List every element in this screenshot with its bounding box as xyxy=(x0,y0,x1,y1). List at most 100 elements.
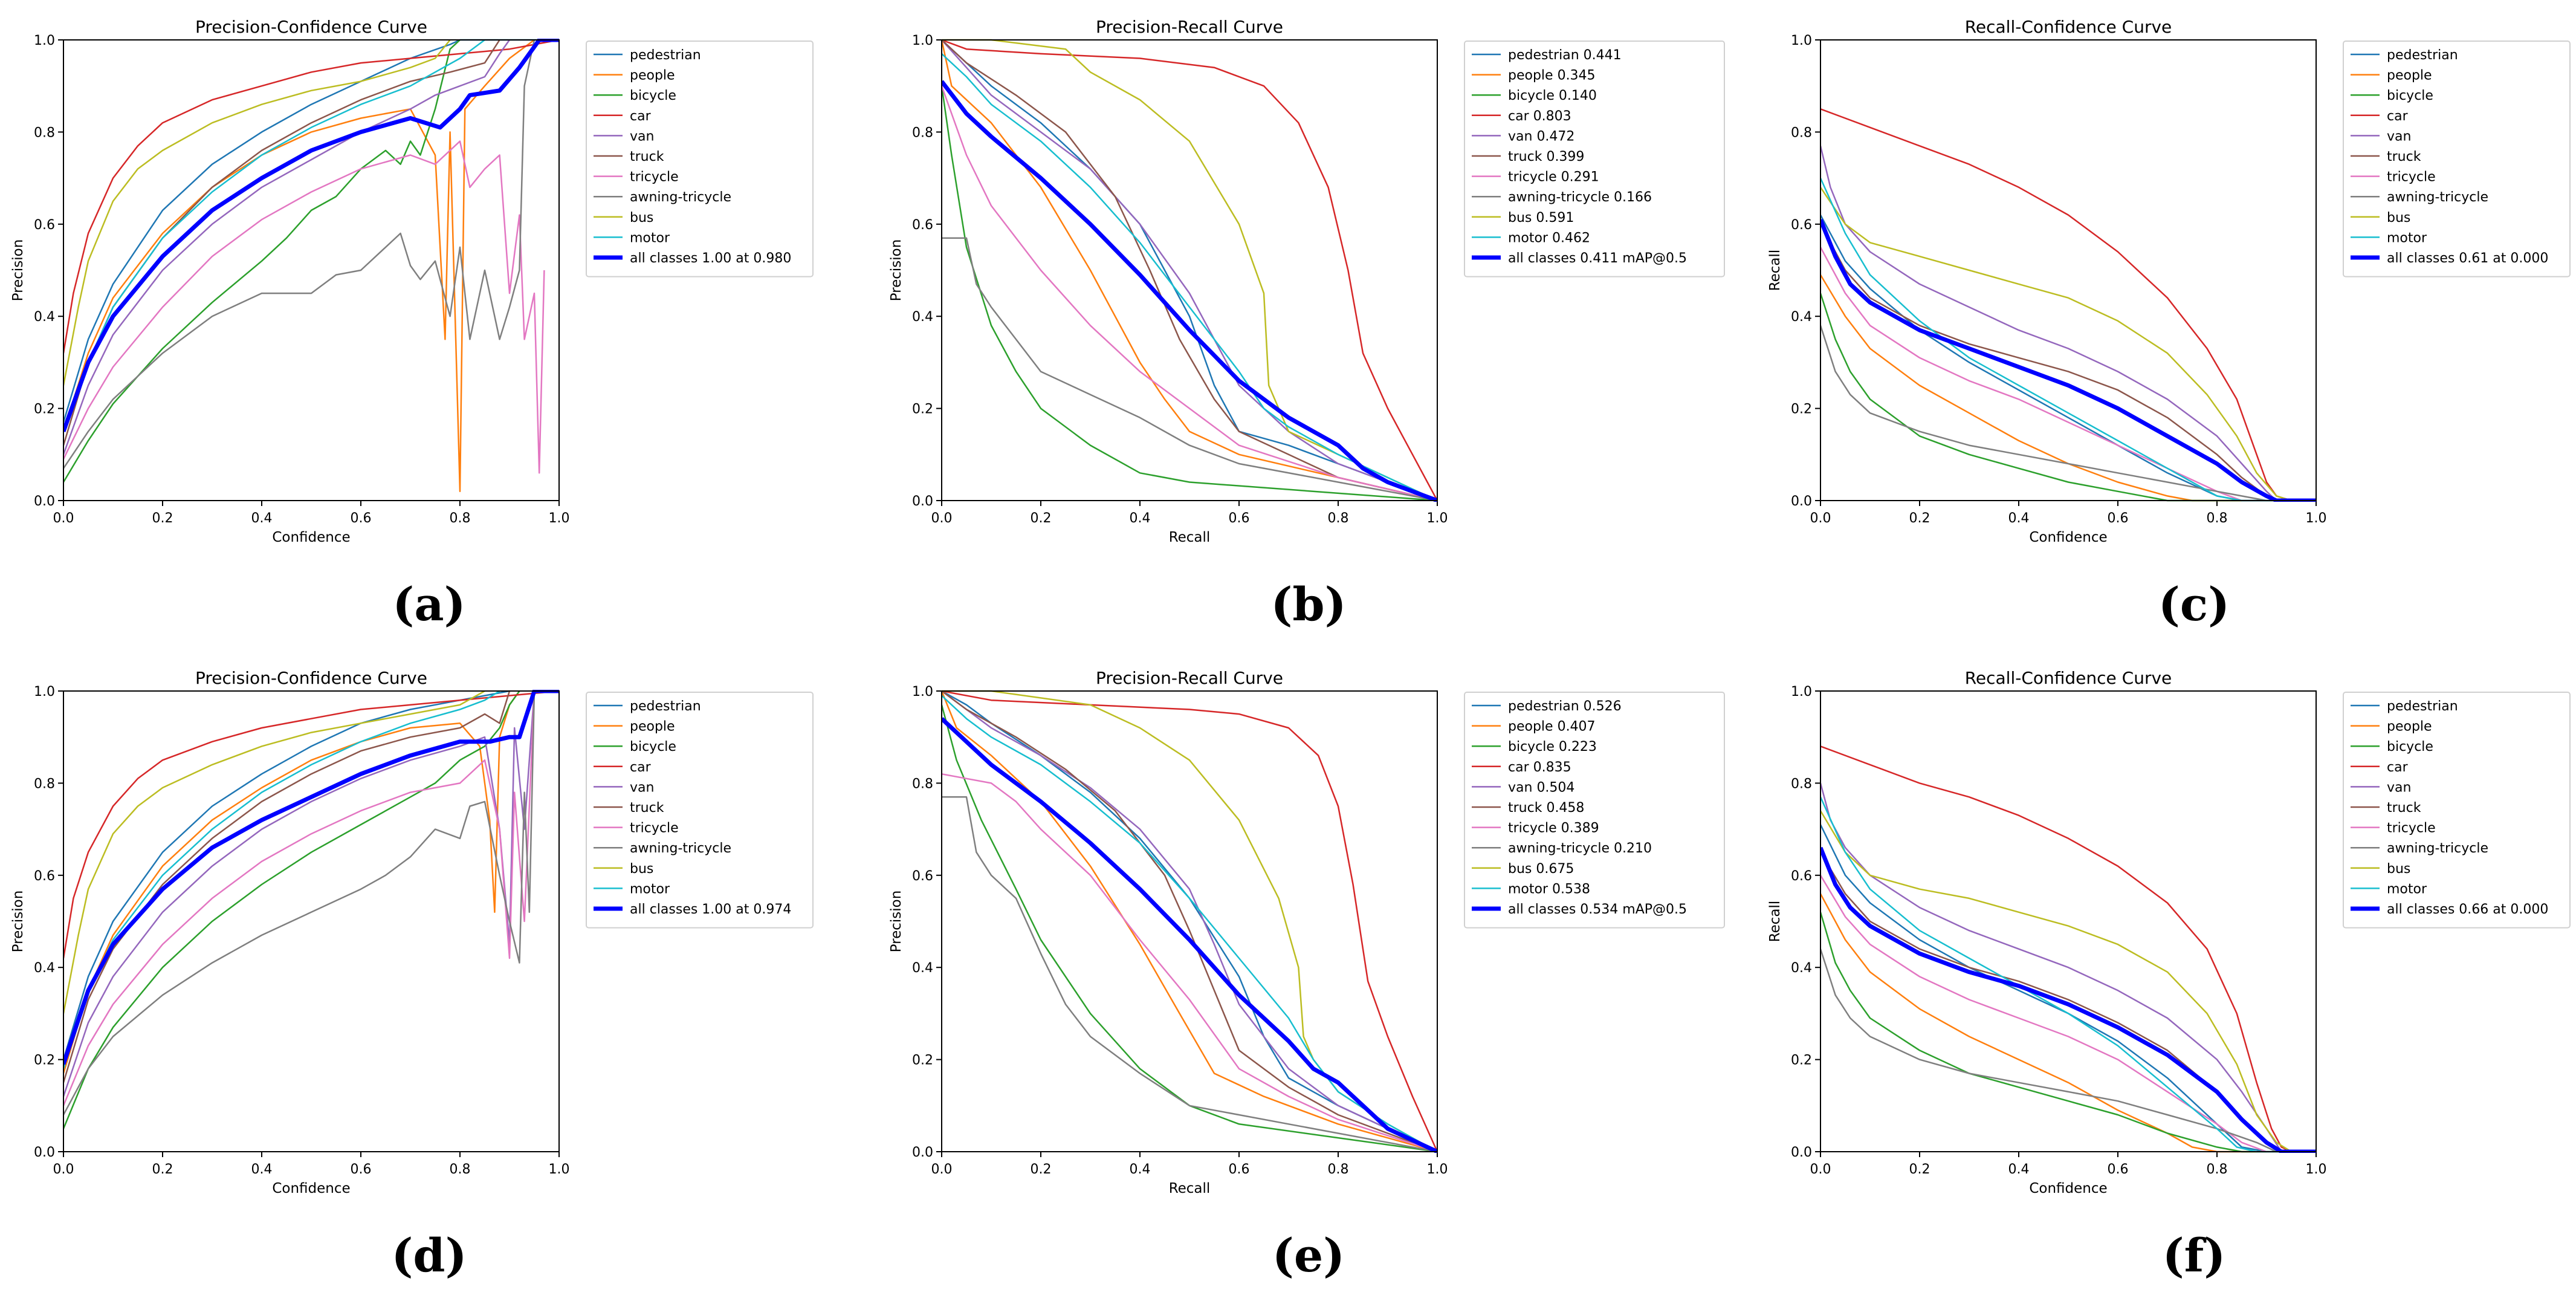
x-tick-label: 0.6 xyxy=(1229,511,1250,526)
series-line-bus xyxy=(1820,187,2316,502)
legend-label-van: van 0.472 xyxy=(1508,129,1574,144)
legend-box xyxy=(586,692,814,929)
x-tick-label: 0.2 xyxy=(1909,511,1930,526)
x-tick-label: 0.0 xyxy=(931,1162,953,1177)
series-line-all xyxy=(942,80,1437,502)
plot-frame xyxy=(63,39,560,501)
series-line-car xyxy=(1820,745,2316,1153)
legend-label-tricycle: tricycle xyxy=(630,821,679,836)
y-tick-label: 0.0 xyxy=(34,494,55,509)
legend: pedestrian 0.441 people 0.345 bicycle 0.14… xyxy=(1464,41,1725,277)
legend-label-motor: motor xyxy=(2387,230,2427,245)
legend-label-van: van xyxy=(630,129,654,144)
legend-label-tricycle: tricycle xyxy=(2387,821,2436,836)
x-tick-label: 1.0 xyxy=(549,511,570,526)
series-line-motor xyxy=(942,53,1437,502)
series-line-motor xyxy=(1820,178,2316,502)
chart-panel-f: Recall-Confidence Curve 0.0 0.0 0.2 0.2 0.4 0.… xyxy=(1767,668,2571,1196)
panel-label-d: (d) xyxy=(391,1228,467,1282)
x-tick-label: 0.0 xyxy=(53,1162,74,1177)
legend-box xyxy=(2343,41,2571,277)
legend: pedestrian people bicycle car van truck tricyc… xyxy=(586,41,814,277)
series-line-people xyxy=(63,690,520,1074)
legend-label-awning-tricycle: awning-tricycle xyxy=(630,190,731,205)
plot-frame xyxy=(1820,690,2317,1152)
x-tick-label: 1.0 xyxy=(2306,1162,2327,1177)
chart-title: Recall-Confidence Curve xyxy=(1965,17,2172,37)
legend-label-van: van xyxy=(2387,780,2411,795)
series-line-bicycle xyxy=(63,39,461,483)
legend-label-bicycle: bicycle xyxy=(2387,739,2433,754)
series-group xyxy=(942,39,1437,502)
y-axis-label: Precision xyxy=(888,239,904,302)
legend-label-truck: truck 0.458 xyxy=(1508,800,1584,816)
plot-frame xyxy=(1820,39,2317,501)
legend-label-car: car xyxy=(2387,109,2409,124)
panel-label-a: (a) xyxy=(392,577,466,631)
x-tick-label: 0.6 xyxy=(2108,511,2129,526)
x-tick-label: 0.0 xyxy=(1810,1162,1831,1177)
legend-label-tricycle: tricycle 0.291 xyxy=(1508,170,1599,185)
legend-label-people: people xyxy=(630,719,675,735)
x-tick-label: 0.0 xyxy=(931,511,953,526)
x-tick-label: 1.0 xyxy=(1427,1162,1448,1177)
legend-label-van: van xyxy=(2387,129,2411,144)
series-line-people xyxy=(1820,274,2316,502)
y-tick-label: 1.0 xyxy=(34,33,55,48)
panel-label-c: (c) xyxy=(2158,577,2230,631)
panel-label-f: (f) xyxy=(2162,1228,2226,1282)
legend-label-car: car 0.803 xyxy=(1508,109,1571,124)
x-axis-label: Confidence xyxy=(272,530,350,545)
legend-label-all: all classes 0.534 mAP@0.5 xyxy=(1508,902,1687,917)
x-axis-label: Recall xyxy=(1169,1181,1211,1196)
legend-label-all: all classes 0.411 mAP@0.5 xyxy=(1508,251,1687,266)
y-tick-label: 0.8 xyxy=(912,776,933,791)
x-tick-label: 0.6 xyxy=(2108,1162,2129,1177)
series-line-awning-tricycle xyxy=(63,39,536,469)
legend-label-truck: truck xyxy=(2387,800,2421,816)
chart-title: Recall-Confidence Curve xyxy=(1965,668,2172,688)
x-tick-label: 0.4 xyxy=(251,1162,273,1177)
y-tick-label: 0.2 xyxy=(34,1053,55,1068)
legend: pedestrian 0.526 people 0.407 bicycle 0.22… xyxy=(1464,692,1725,929)
x-tick-label: 0.8 xyxy=(450,1162,471,1177)
legend-label-bicycle: bicycle xyxy=(630,739,676,754)
series-line-car xyxy=(942,39,1437,501)
legend-label-all: all classes 1.00 at 0.980 xyxy=(630,251,791,266)
legend-label-motor: motor xyxy=(630,881,670,897)
series-line-awning-tricycle xyxy=(942,796,1437,1153)
series-line-pedestrian xyxy=(1820,215,2316,502)
series-line-bus xyxy=(1820,810,2316,1153)
chart-panel-e: Precision-Recall Curve 0.0 0.0 0.2 0.2 0.4 0.4… xyxy=(888,668,1725,1196)
x-axis-label: Confidence xyxy=(2029,1181,2107,1196)
y-tick-label: 0.4 xyxy=(34,310,55,325)
x-tick-label: 0.8 xyxy=(1328,511,1349,526)
chart-panel-b: Precision-Recall Curve 0.0 0.0 0.2 0.2 0.4 0.4… xyxy=(888,17,1725,545)
legend-label-bus: bus 0.591 xyxy=(1508,210,1574,226)
series-line-all xyxy=(63,690,559,1065)
series-line-all xyxy=(942,717,1437,1153)
x-tick-label: 1.0 xyxy=(1427,511,1448,526)
legend-label-awning-tricycle: awning-tricycle 0.166 xyxy=(1508,190,1652,205)
y-tick-label: 1.0 xyxy=(34,684,55,699)
x-tick-label: 0.4 xyxy=(1130,511,1151,526)
legend-label-tricycle: tricycle xyxy=(2387,170,2436,185)
series-line-people xyxy=(1820,893,2316,1153)
y-tick-label: 0.2 xyxy=(1791,1053,1812,1068)
x-tick-label: 1.0 xyxy=(549,1162,570,1177)
x-tick-label: 0.2 xyxy=(1031,511,1052,526)
legend-label-people: people xyxy=(630,68,675,83)
series-line-all xyxy=(1820,846,2316,1153)
panel-label-e: (e) xyxy=(1272,1228,1345,1282)
series-line-tricycle xyxy=(942,85,1437,502)
legend-label-pedestrian: pedestrian xyxy=(630,699,701,714)
y-tick-label: 0.8 xyxy=(1791,776,1812,791)
y-tick-label: 1.0 xyxy=(1791,33,1812,48)
legend-label-bus: bus xyxy=(630,862,653,877)
legend-label-truck: truck xyxy=(630,800,664,816)
series-line-truck xyxy=(63,690,511,1083)
series-line-car xyxy=(1820,108,2316,502)
y-tick-label: 0.8 xyxy=(912,125,933,140)
legend: pedestrian people bicycle car van truck tricyc… xyxy=(2343,41,2571,277)
y-tick-label: 0.6 xyxy=(1791,218,1812,233)
